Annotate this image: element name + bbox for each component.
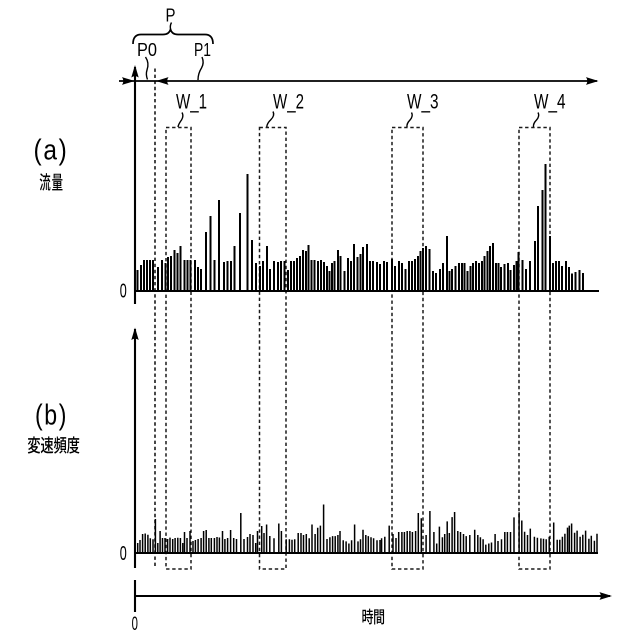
svg-text:W_1: W_1 xyxy=(176,91,207,114)
svg-text:(b): (b) xyxy=(35,400,68,432)
svg-text:P: P xyxy=(166,6,176,26)
svg-text:W_2: W_2 xyxy=(273,91,304,114)
svg-text:(a): (a) xyxy=(34,135,69,167)
svg-text:0: 0 xyxy=(120,280,127,303)
svg-text:W_3: W_3 xyxy=(407,91,439,114)
svg-text:P0: P0 xyxy=(137,40,157,60)
svg-text:P1: P1 xyxy=(194,40,211,60)
svg-text:0: 0 xyxy=(120,542,127,565)
svg-text:0: 0 xyxy=(132,614,138,635)
svg-text:W_4: W_4 xyxy=(534,91,566,114)
